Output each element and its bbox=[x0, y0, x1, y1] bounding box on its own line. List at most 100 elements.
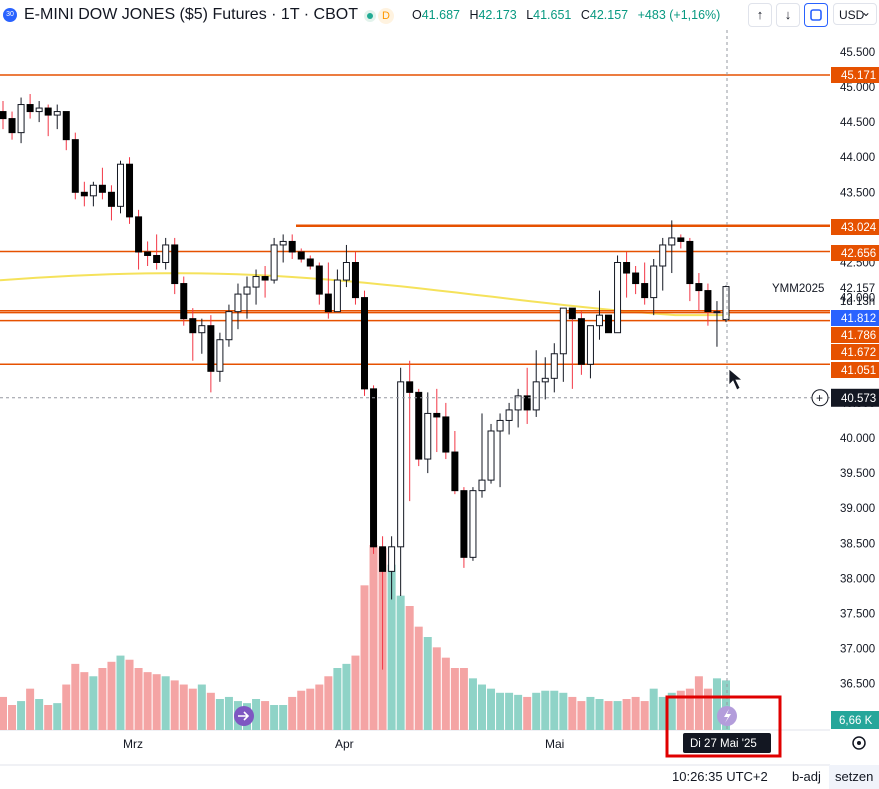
candle-body[interactable] bbox=[243, 286, 251, 295]
candle-body[interactable] bbox=[324, 293, 332, 313]
candle-body[interactable] bbox=[26, 104, 34, 113]
candle-body[interactable] bbox=[623, 262, 631, 274]
currency-select[interactable]: USD bbox=[833, 1, 877, 25]
candle-body[interactable] bbox=[605, 314, 613, 334]
candle-body[interactable] bbox=[270, 244, 278, 281]
candle-body[interactable] bbox=[460, 490, 468, 558]
candle-body[interactable] bbox=[487, 430, 495, 481]
candle-body[interactable] bbox=[53, 111, 61, 116]
candle-body[interactable] bbox=[668, 237, 676, 246]
candle-body[interactable] bbox=[297, 251, 305, 260]
candle-body[interactable] bbox=[279, 240, 287, 246]
candle-body[interactable] bbox=[189, 318, 197, 334]
candle-body[interactable] bbox=[577, 318, 585, 365]
candle-body[interactable] bbox=[686, 240, 694, 285]
settings-button[interactable]: setzen bbox=[829, 765, 879, 789]
candle-body[interactable] bbox=[89, 184, 97, 197]
candle-body[interactable] bbox=[505, 409, 513, 421]
candle-body[interactable] bbox=[370, 388, 378, 548]
candle-body[interactable] bbox=[632, 272, 640, 285]
candle-body[interactable] bbox=[171, 244, 179, 285]
candle-body[interactable] bbox=[415, 391, 423, 460]
candle-body[interactable] bbox=[207, 325, 215, 372]
candle-body[interactable] bbox=[98, 184, 106, 193]
scroll-up-button[interactable]: ↑ bbox=[748, 3, 772, 27]
scroll-down-button[interactable]: ↓ bbox=[776, 3, 800, 27]
market-open-indicator[interactable] bbox=[364, 10, 376, 22]
close-value: 42.157 bbox=[589, 8, 629, 22]
candle-body[interactable] bbox=[442, 416, 450, 453]
candle-body[interactable] bbox=[532, 381, 540, 411]
candle-body[interactable] bbox=[641, 283, 649, 299]
candle-body[interactable] bbox=[704, 290, 712, 313]
candle-body[interactable] bbox=[695, 283, 703, 292]
candle-body[interactable] bbox=[44, 107, 52, 116]
candle-body[interactable] bbox=[71, 139, 79, 193]
candle-body[interactable] bbox=[541, 377, 549, 383]
candle-body[interactable] bbox=[306, 258, 314, 267]
candle-body[interactable] bbox=[595, 314, 603, 327]
candle-body[interactable] bbox=[216, 339, 224, 372]
candle-body[interactable] bbox=[586, 325, 594, 365]
symbol-badge[interactable]: 30 bbox=[3, 8, 17, 22]
candle-body[interactable] bbox=[469, 490, 477, 558]
candle-body[interactable] bbox=[351, 262, 359, 299]
candle-body[interactable] bbox=[0, 111, 7, 120]
candle-body[interactable] bbox=[433, 412, 441, 418]
add-alert-icon[interactable] bbox=[811, 389, 829, 407]
candle-body[interactable] bbox=[261, 276, 269, 281]
candle-body[interactable] bbox=[17, 104, 25, 134]
candle-body[interactable] bbox=[659, 244, 667, 267]
candle-body[interactable] bbox=[8, 118, 16, 134]
candle-body[interactable] bbox=[153, 254, 161, 263]
volume-bar bbox=[26, 688, 35, 730]
candle-body[interactable] bbox=[180, 283, 188, 320]
back-adjust-toggle[interactable]: b-adj bbox=[792, 769, 821, 784]
candle-body[interactable] bbox=[568, 307, 576, 320]
candle-body[interactable] bbox=[198, 325, 206, 334]
candle-body[interactable] bbox=[379, 546, 387, 572]
candle-body[interactable] bbox=[388, 546, 396, 572]
candle-body[interactable] bbox=[315, 265, 323, 295]
candle-body[interactable] bbox=[722, 286, 730, 321]
candle-body[interactable] bbox=[496, 419, 504, 432]
candle-body[interactable] bbox=[559, 307, 567, 355]
candle-body[interactable] bbox=[62, 111, 70, 141]
candle-body[interactable] bbox=[523, 395, 531, 411]
clock[interactable]: 10:26:35 UTC+2 bbox=[672, 769, 768, 784]
candle-body[interactable] bbox=[614, 262, 622, 334]
delayed-data-badge[interactable]: D bbox=[378, 8, 394, 24]
candle-body[interactable] bbox=[80, 191, 88, 197]
candle-body[interactable] bbox=[333, 279, 341, 313]
fullscreen-icon[interactable] bbox=[804, 3, 828, 27]
candle-body[interactable] bbox=[406, 381, 414, 393]
candle-body[interactable] bbox=[135, 216, 143, 253]
candle-body[interactable] bbox=[252, 276, 260, 288]
candle-body[interactable] bbox=[397, 381, 405, 548]
ohlc-readout: O41.687 H42.173 L41.651 C42.157 +483 (+1… bbox=[412, 8, 726, 22]
settings-gear-icon[interactable] bbox=[852, 736, 866, 750]
candle-body[interactable] bbox=[478, 479, 486, 492]
candle-body[interactable] bbox=[361, 297, 368, 390]
candle-body[interactable] bbox=[126, 163, 134, 218]
candle-body[interactable] bbox=[424, 412, 432, 460]
price-tick-label: 43.500 bbox=[840, 187, 875, 199]
candle-body[interactable] bbox=[514, 395, 522, 411]
candle-body[interactable] bbox=[35, 107, 43, 113]
candle-body[interactable] bbox=[550, 353, 558, 379]
candle-body[interactable] bbox=[162, 244, 170, 263]
candle-body[interactable] bbox=[225, 311, 233, 341]
candle-body[interactable] bbox=[107, 191, 115, 207]
candle-body[interactable] bbox=[713, 311, 721, 314]
candle-body[interactable] bbox=[288, 240, 296, 253]
price-tick-label: 44.000 bbox=[840, 152, 875, 164]
symbol-title[interactable]: E-MINI DOW JONES ($5) Futures · 1T · CBO… bbox=[24, 6, 358, 23]
candle-body[interactable] bbox=[234, 293, 242, 313]
candle-body[interactable] bbox=[116, 163, 124, 207]
candle-body[interactable] bbox=[144, 251, 152, 256]
candle-body[interactable] bbox=[451, 451, 459, 492]
candle-body[interactable] bbox=[342, 262, 350, 281]
candle-body[interactable] bbox=[650, 265, 658, 299]
candle-body[interactable] bbox=[677, 237, 685, 242]
